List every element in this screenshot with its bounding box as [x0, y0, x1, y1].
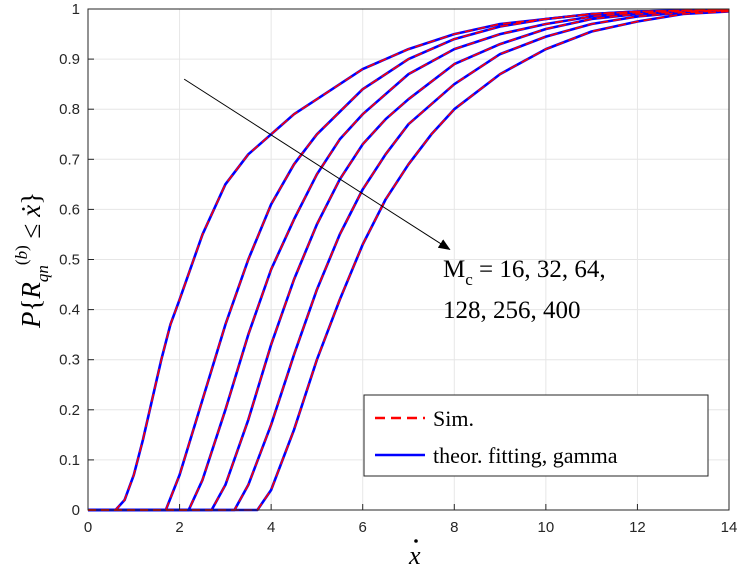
annotation-text-line2: 128, 256, 400: [443, 297, 581, 324]
x-axis-label-dot: [414, 539, 418, 543]
legend-label-theory: theor. fitting, gamma: [433, 443, 618, 468]
y-tick-label: 0.9: [59, 51, 80, 68]
y-axis-label-text: P{Rqn(b) ≤ ẋ}: [12, 192, 52, 329]
x-tick-label: 8: [450, 519, 458, 536]
x-tick-label: 12: [629, 519, 646, 536]
annotation-text-line1: Mc = 16, 32, 64,: [443, 256, 606, 289]
sim-curve: [88, 9, 730, 511]
legend: Sim. theor. fitting, gamma: [363, 394, 709, 477]
y-tick-label: 0.5: [59, 252, 80, 269]
x-axis-label-symbol: x: [408, 541, 421, 570]
legend-label-sim: Sim.: [433, 406, 474, 431]
sim-curve: [88, 9, 730, 511]
ticks: 0 2 4 6 8 10 12 14 0 0.1 0.2 0.3 0.4 0.5 0.6 0.7 0.8 0.9 1: [59, 1, 737, 536]
y-axis-label: P{Rqn(b) ≤ ẋ}: [12, 192, 52, 329]
y-tick-label: 0.2: [59, 402, 80, 419]
x-tick-label: 14: [721, 519, 738, 536]
y-tick-label: 0.4: [59, 302, 80, 319]
y-tick-label: 0.7: [59, 151, 80, 168]
sim-curve: [88, 10, 730, 511]
y-tick-label: 0.8: [59, 101, 80, 118]
x-axis-label: x: [408, 539, 421, 570]
sim-curve: [88, 9, 730, 511]
x-tick-label: 10: [538, 519, 555, 536]
curves: [88, 8, 730, 512]
annotation-arrow: [183, 78, 451, 251]
y-tick-label: 0: [72, 502, 80, 519]
x-tick-label: 6: [359, 519, 367, 536]
x-tick-label: 2: [175, 519, 183, 536]
y-tick-label: 1: [72, 1, 80, 18]
y-tick-label: 0.6: [59, 201, 80, 218]
y-tick-label: 0.1: [59, 452, 80, 469]
x-tick-label: 4: [267, 519, 275, 536]
sim-curve: [88, 9, 730, 511]
y-tick-label: 0.3: [59, 352, 80, 369]
legend-box: [363, 394, 709, 477]
x-tick-label: 0: [84, 519, 92, 536]
